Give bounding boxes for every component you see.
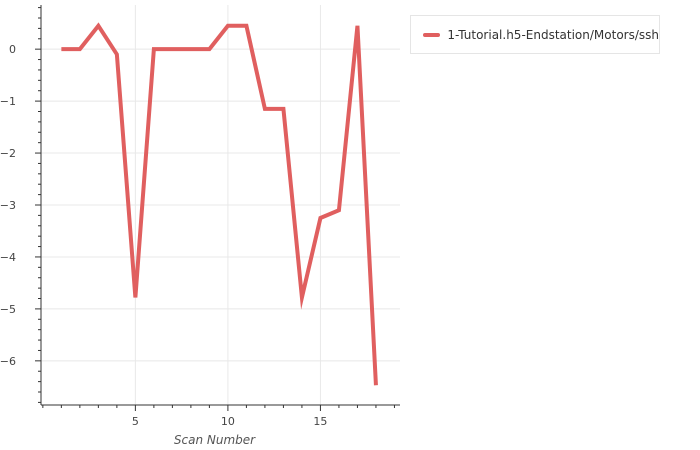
x-tick-label: 10 [221, 415, 235, 428]
y-tick-label: 0 [9, 43, 16, 56]
series-layer [61, 22, 378, 386]
y-tick-label: −3 [0, 199, 16, 212]
y-tick-label: −4 [0, 251, 16, 264]
series-line [61, 22, 378, 386]
axes: 5 10 15 0 −1 −2 −3 −4 −5 −6 [0, 5, 400, 428]
grid-lines [41, 5, 400, 405]
legend[interactable]: 1-Tutorial.h5-Endstation/Motors/ssh [410, 15, 660, 54]
y-tick-label: −6 [0, 355, 16, 368]
x-tick-label: 15 [313, 415, 327, 428]
y-tick-label: −1 [0, 95, 16, 108]
legend-label: 1-Tutorial.h5-Endstation/Motors/ssh [447, 27, 659, 42]
legend-swatch [423, 32, 441, 37]
x-axis-title: Scan Number [174, 433, 256, 447]
y-tick-label: −2 [0, 147, 16, 160]
x-tick-label: 5 [132, 415, 139, 428]
y-tick-label: −5 [0, 303, 16, 316]
